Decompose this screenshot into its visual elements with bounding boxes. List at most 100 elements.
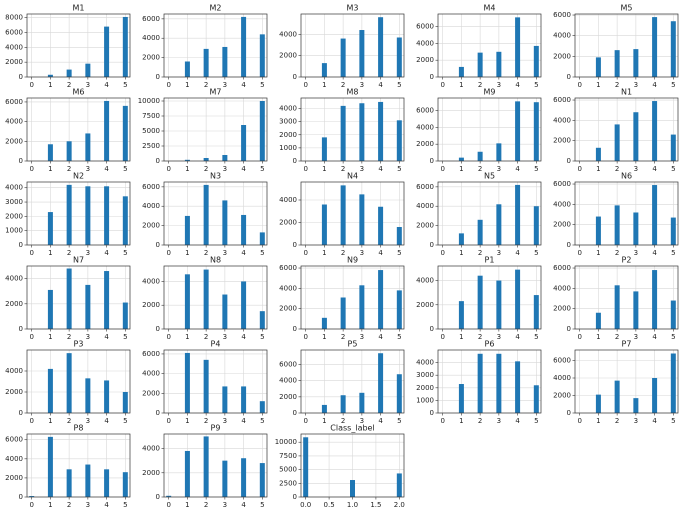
- bar: [614, 380, 620, 413]
- bar: [359, 30, 365, 77]
- x-tick-label: 4: [652, 417, 657, 425]
- subplot: 0 1 2 3 4 5 0 2000 4000 6000 N3: [142, 172, 268, 257]
- axes-frame: [574, 97, 679, 162]
- y-tick-label: 0: [430, 73, 434, 81]
- bar: [184, 61, 190, 77]
- plot-area: [301, 182, 404, 245]
- x-tick-label: 2: [67, 81, 71, 89]
- axes-frame: [26, 13, 131, 78]
- subplot-title: P5: [348, 340, 358, 349]
- axes-frame: [26, 265, 131, 330]
- bar: [104, 186, 110, 245]
- subplot: 0 1 2 3 4 5 0 2000 4000 6000 N1: [553, 88, 679, 173]
- y-tick-label: 4000: [279, 377, 297, 385]
- y-tick-label: 4000: [5, 455, 23, 463]
- y-tick-label: 4000: [553, 284, 571, 292]
- y-tick-label: 2000: [279, 52, 297, 60]
- subplot: 0 1 2 3 4 5 0 2000 4000 N8: [142, 256, 268, 341]
- y-tick-label: 8000: [5, 14, 23, 22]
- plot-area: [438, 266, 541, 329]
- x-tick-label: 0: [29, 81, 33, 89]
- x-tick-label: 1: [596, 165, 600, 173]
- y-tick-label: 4000: [5, 184, 23, 192]
- y-tick-label: 0: [19, 325, 23, 333]
- x-tick-label: 3: [634, 165, 638, 173]
- axes-frame: [26, 181, 131, 246]
- bar: [259, 232, 265, 245]
- x-tick-label: 4: [241, 501, 246, 509]
- subplot-title: N4: [347, 172, 358, 181]
- y-tick-label: 0: [430, 325, 434, 333]
- bar: [515, 101, 521, 161]
- x-tick-label: 2: [67, 165, 71, 173]
- bar: [203, 158, 209, 161]
- y-tick-label: 2000: [5, 212, 23, 220]
- x-tick-label: 4: [378, 165, 383, 173]
- x-tick-label: 5: [534, 81, 538, 89]
- subplot: 0 1 2 3 4 5 0 2000 4000 6000 P5: [279, 340, 405, 425]
- bar: [47, 144, 53, 161]
- x-tick-label: 0.0: [300, 501, 311, 509]
- y-tick-label: 6000: [142, 15, 160, 23]
- bar: [122, 392, 128, 413]
- x-tick-label: 4: [652, 81, 657, 89]
- subplot-title: N5: [484, 172, 495, 181]
- bar: [614, 285, 620, 329]
- x-tick-label: 4: [241, 333, 246, 341]
- bar: [259, 463, 265, 497]
- x-tick-label: 2: [204, 417, 208, 425]
- x-tick-label: 2: [615, 81, 619, 89]
- bar: [633, 398, 639, 413]
- axes-frame: [574, 349, 679, 414]
- bar: [104, 271, 110, 329]
- y-tick-label: 0: [19, 493, 23, 501]
- y-tick-label: 6000: [416, 23, 434, 31]
- bar: [652, 17, 658, 78]
- bar: [222, 155, 228, 161]
- y-tick-label: 0: [567, 157, 571, 165]
- x-tick-label: 5: [671, 81, 675, 89]
- bar: [458, 157, 464, 161]
- bar: [184, 215, 190, 245]
- y-tick-label: 6000: [142, 183, 160, 191]
- x-tick-label: 5: [397, 81, 401, 89]
- y-tick-label: 4000: [142, 202, 160, 210]
- bar: [670, 300, 676, 329]
- plot-area: [575, 98, 678, 161]
- plot-area: [301, 266, 404, 329]
- y-tick-label: 0: [430, 409, 434, 417]
- axes-frame: [574, 13, 679, 78]
- x-tick-label: 4: [652, 249, 657, 257]
- bar: [378, 353, 384, 413]
- bar: [259, 311, 265, 329]
- bar: [670, 134, 676, 161]
- subplot-title: P7: [622, 340, 632, 349]
- bar: [222, 386, 228, 413]
- axes-frame: [300, 433, 405, 498]
- bar: [378, 101, 384, 161]
- x-tick-label: 0: [440, 165, 444, 173]
- bar: [203, 269, 209, 329]
- subplot: 0 1 2 3 4 5 0 1000 2000 3000 4000 N2: [5, 172, 131, 257]
- x-tick-label: 3: [634, 417, 638, 425]
- subplot-title: N3: [210, 172, 221, 181]
- subplot: 0 1 2 3 4 5 0 1000 2000 3000 4000 P6: [416, 340, 542, 425]
- axes-frame: [437, 97, 542, 162]
- bar: [359, 392, 365, 413]
- x-tick-label: 3: [360, 81, 364, 89]
- y-tick-label: 2000: [416, 301, 434, 309]
- plot-area: [301, 350, 404, 413]
- bar: [104, 26, 110, 78]
- x-tick-label: 1: [185, 165, 189, 173]
- bar: [122, 16, 128, 77]
- y-tick-label: 0: [293, 241, 297, 249]
- bar: [241, 214, 247, 245]
- y-tick-label: 2000: [5, 137, 23, 145]
- x-tick-label: 1: [459, 417, 463, 425]
- y-tick-label: 0: [567, 241, 571, 249]
- y-tick-label: 2000: [142, 222, 160, 230]
- x-tick-label: 3: [223, 333, 227, 341]
- y-tick-label: 6000: [553, 357, 571, 365]
- y-tick-label: 2500: [279, 479, 297, 487]
- subplot: 0 1 2 3 4 5 0 2000 4000 P3: [5, 340, 131, 425]
